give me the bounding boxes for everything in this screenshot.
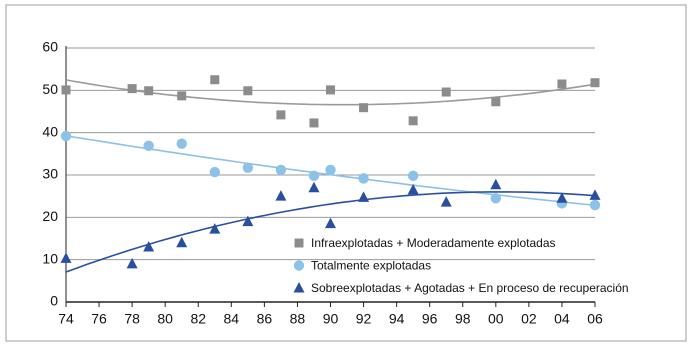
x-tick-label: 84 — [224, 311, 240, 327]
triangle-marker — [176, 236, 188, 248]
circle-marker — [325, 164, 336, 176]
triangle-marker — [275, 190, 287, 201]
circle-marker — [358, 173, 369, 184]
circle-marker — [176, 138, 187, 149]
legend-label: Infraexplotadas + Moderadamente explotad… — [311, 236, 556, 250]
x-tick-label: 92 — [356, 311, 372, 327]
square-marker — [359, 103, 369, 113]
x-tick-label: 00 — [488, 311, 504, 327]
x-tick-label: 94 — [389, 311, 405, 327]
square-marker — [177, 91, 187, 101]
triangle-marker — [589, 189, 601, 200]
x-tick-label: 06 — [587, 311, 603, 327]
triangle-marker — [242, 215, 254, 227]
legend-label: Totalmente explotadas — [311, 259, 431, 273]
triangle-marker — [556, 192, 568, 203]
x-tick-label: 98 — [455, 311, 471, 327]
triangle-marker — [407, 183, 419, 195]
x-tick-label: 74 — [58, 311, 74, 327]
y-tick-label: 60 — [42, 39, 58, 55]
square-marker — [127, 84, 137, 94]
square-marker — [276, 110, 286, 120]
frame — [5, 4, 687, 342]
triangle-marker — [308, 181, 320, 193]
legend-label: Sobreexplotadas + Agotadas + En proceso … — [311, 281, 629, 295]
circle-marker — [308, 170, 320, 182]
x-tick-label: 96 — [422, 311, 438, 327]
triangle-marker — [490, 178, 502, 190]
square-marker — [441, 87, 451, 97]
triangle-marker — [60, 252, 72, 263]
circle-marker — [275, 164, 287, 176]
triangle-marker — [440, 196, 452, 207]
y-tick-label: 30 — [42, 166, 58, 182]
x-tick-label: 04 — [554, 311, 570, 327]
triangle-marker — [143, 240, 155, 252]
circle-marker — [407, 170, 419, 182]
x-tick-label: 80 — [157, 311, 173, 327]
y-tick-label: 40 — [42, 123, 58, 139]
triangle-marker — [325, 217, 336, 229]
legend-marker — [294, 238, 304, 248]
square-marker — [61, 85, 71, 95]
trend-line — [65, 191, 596, 273]
circle-marker — [60, 130, 72, 142]
circle-marker — [589, 199, 601, 211]
square-marker — [309, 118, 319, 128]
circle-marker — [490, 193, 502, 204]
y-tick-label: 50 — [42, 81, 58, 97]
square-marker — [210, 75, 220, 85]
legend-marker — [293, 282, 305, 293]
square-marker — [144, 86, 154, 96]
x-tick-label: 76 — [91, 311, 107, 327]
circle-marker — [242, 162, 254, 174]
triangle-marker — [126, 257, 138, 269]
square-marker — [557, 79, 567, 89]
square-marker — [408, 116, 418, 126]
triangle-marker — [358, 191, 370, 202]
trend-line — [65, 79, 596, 106]
x-tick-label: 90 — [323, 311, 339, 327]
square-marker — [590, 78, 600, 88]
x-tick-label: 78 — [124, 311, 140, 327]
y-tick-label: 10 — [42, 250, 58, 266]
y-tick-label: 0 — [50, 293, 58, 309]
square-marker — [326, 85, 335, 95]
triangle-marker — [209, 223, 221, 234]
x-tick-label: 86 — [257, 311, 273, 327]
circle-marker — [209, 166, 220, 178]
x-tick-label: 88 — [290, 311, 306, 327]
square-marker — [491, 97, 501, 107]
x-tick-label: 82 — [190, 311, 206, 327]
x-tick-label: 02 — [521, 311, 537, 327]
legend-marker — [293, 260, 305, 271]
circle-marker — [143, 140, 154, 151]
square-marker — [243, 86, 253, 96]
y-tick-label: 20 — [42, 208, 58, 224]
